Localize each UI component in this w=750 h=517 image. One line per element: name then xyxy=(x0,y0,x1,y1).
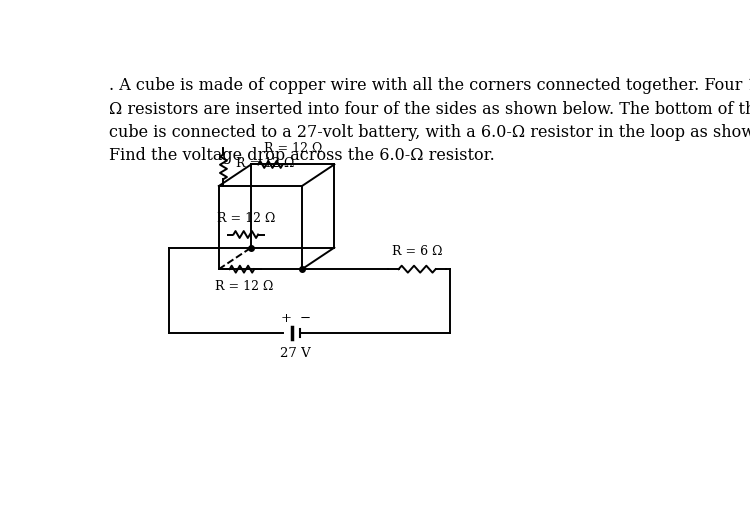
Text: −: − xyxy=(299,312,310,325)
Text: R = 12 Ω: R = 12 Ω xyxy=(217,212,275,225)
Text: +: + xyxy=(281,312,292,325)
Text: . A cube is made of copper wire with all the corners connected together. Four 12: . A cube is made of copper wire with all… xyxy=(110,78,750,95)
Text: Ω resistors are inserted into four of the sides as shown below. The bottom of th: Ω resistors are inserted into four of th… xyxy=(110,100,750,117)
Text: R = 12 Ω: R = 12 Ω xyxy=(215,280,274,293)
Text: R = 6 Ω: R = 6 Ω xyxy=(392,246,442,258)
Text: cube is connected to a 27-volt battery, with a 6.0-Ω resistor in the loop as sho: cube is connected to a 27-volt battery, … xyxy=(110,124,750,141)
Text: R = 12 Ω: R = 12 Ω xyxy=(236,157,294,170)
Text: Find the voltage drop across the 6.0-Ω resistor.: Find the voltage drop across the 6.0-Ω r… xyxy=(110,147,495,164)
Text: R = 12 Ω: R = 12 Ω xyxy=(263,142,322,155)
Text: 27 V: 27 V xyxy=(280,347,311,360)
